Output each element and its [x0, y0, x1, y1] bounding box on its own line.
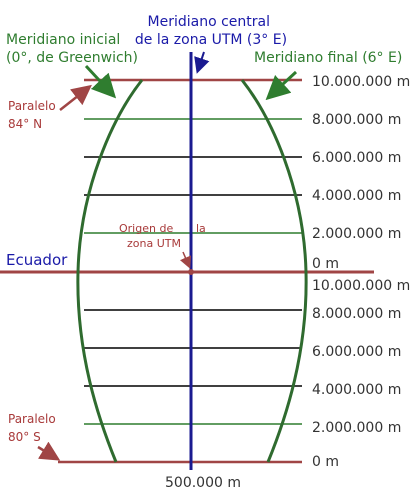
origin-arrow: [179, 251, 191, 269]
northing-south-label: 2.000.000 m: [312, 420, 401, 436]
northing-north-label: 4.000.000 m: [312, 188, 401, 204]
origin-label: Origen de la zona UTM: [119, 222, 209, 250]
parallel-south-label: Paralelo 80° S: [8, 412, 60, 444]
final-meridian-curve: [240, 79, 308, 463]
origin-point: [188, 269, 194, 275]
northing-grid-lines: [0, 78, 374, 464]
initial-meridian-label: Meridiano inicial (0°, de Greenwich): [6, 32, 138, 66]
false-easting-label: 500.000 m: [165, 475, 241, 491]
parallel-north-label: Paralelo 84° N: [8, 99, 60, 131]
central-meridian-label: Meridiano central de la zona UTM (3° E): [135, 14, 287, 48]
northing-north-label: 6.000.000 m: [312, 150, 401, 166]
central-meridian-arrow: [194, 51, 210, 74]
northing-north-label: 0 m: [312, 256, 339, 272]
initial-meridian-curve: [76, 79, 144, 463]
equator-label: Ecuador: [6, 251, 68, 269]
northing-north-label: 2.000.000 m: [312, 226, 401, 242]
northing-south-label: 10.000.000 m: [312, 278, 410, 294]
northing-south-label: 0 m: [312, 454, 339, 470]
parallel-south-arrow: [37, 441, 61, 461]
northing-labels: 10.000.000 m 8.000.000 m 6.000.000 m 4.000.…: [312, 74, 410, 470]
northing-north-label: 8.000.000 m: [312, 112, 401, 128]
northing-south-label: 8.000.000 m: [312, 306, 401, 322]
final-meridian-label: Meridiano final (6° E): [254, 50, 402, 66]
initial-meridian-arrow: [84, 64, 117, 99]
northing-south-label: 4.000.000 m: [312, 382, 401, 398]
final-meridian-arrow: [265, 70, 298, 101]
parallel-north-arrow: [59, 84, 92, 111]
northing-north-label: 10.000.000 m: [312, 74, 410, 90]
northing-south-label: 6.000.000 m: [312, 344, 401, 360]
